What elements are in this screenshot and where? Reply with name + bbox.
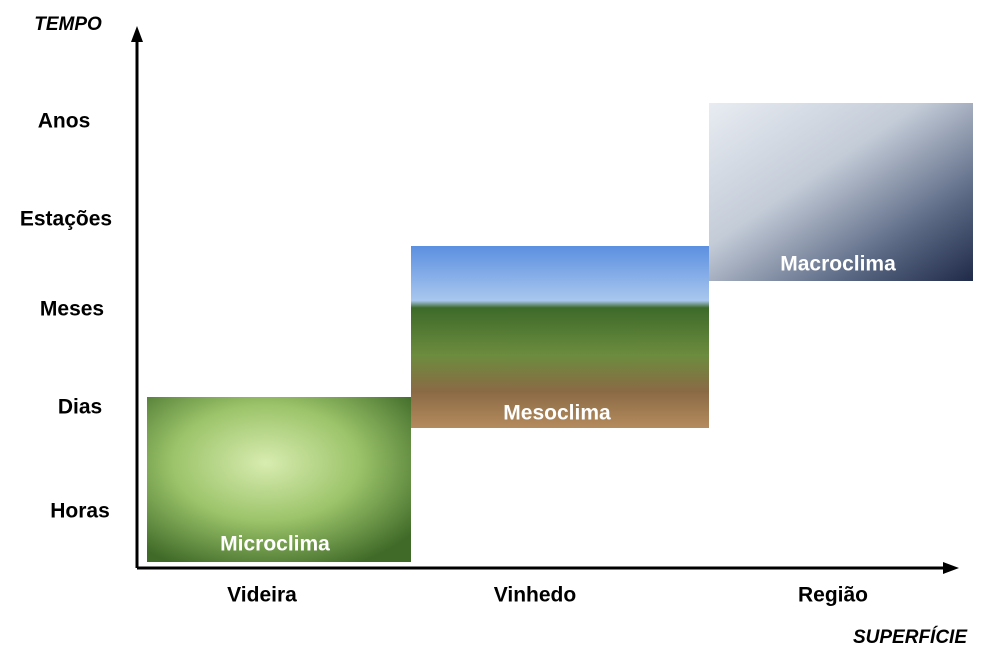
y-arrow bbox=[131, 26, 143, 42]
x-axis-title: SUPERFÍCIE bbox=[853, 626, 968, 648]
region-label: Microclima bbox=[220, 533, 330, 556]
y-label: Meses bbox=[40, 298, 104, 321]
x-label: Videira bbox=[227, 584, 297, 607]
y-label: Anos bbox=[38, 110, 91, 133]
y-label: Horas bbox=[50, 500, 110, 523]
x-label: Região bbox=[798, 584, 868, 607]
diagram: Microclima Mesoclima Macroclima TEMPO An… bbox=[0, 0, 993, 648]
region-label: Mesoclima bbox=[503, 402, 611, 425]
y-axis-title: TEMPO bbox=[34, 14, 102, 35]
y-label: Estações bbox=[20, 208, 112, 231]
x-label: Vinhedo bbox=[494, 584, 576, 607]
y-label: Dias bbox=[58, 396, 102, 419]
region-label: Macroclima bbox=[780, 253, 896, 276]
x-arrow bbox=[943, 562, 959, 574]
